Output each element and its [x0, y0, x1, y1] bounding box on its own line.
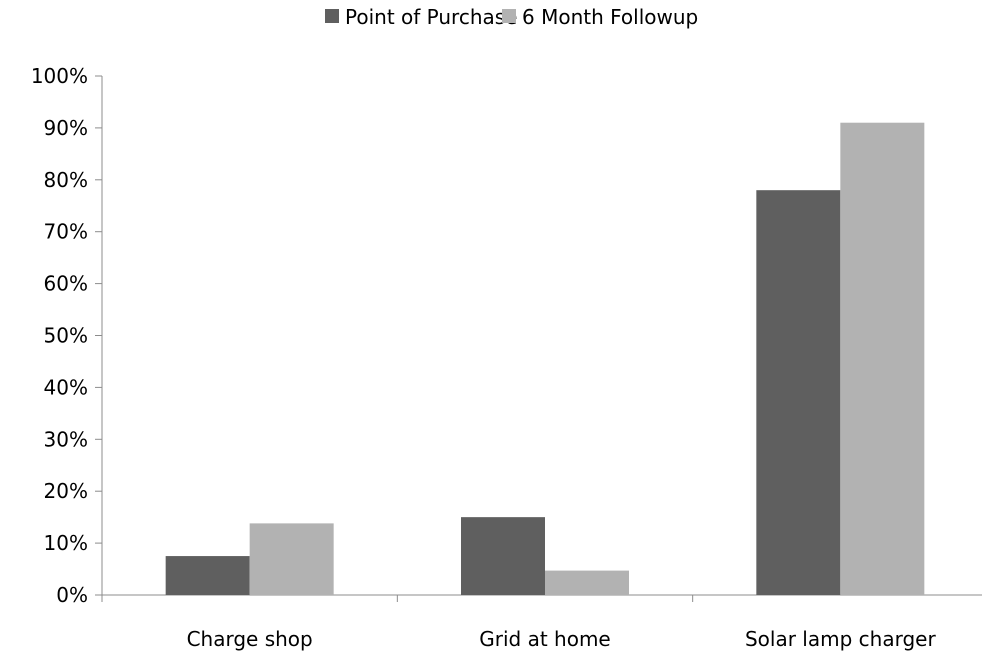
x-axis: Charge shop Grid at home Solar lamp charge…: [101, 594, 982, 651]
y-tick-label: 10%: [44, 531, 88, 555]
y-tick-label: 30%: [44, 427, 88, 451]
y-tick-label: 60%: [44, 272, 88, 296]
y-tick-label: 80%: [44, 168, 88, 192]
bar-point-of-purchase: [165, 556, 250, 595]
y-tick-label: 70%: [44, 220, 88, 244]
y-tick-label: 0%: [56, 583, 88, 607]
bar-6-month-followup: [840, 122, 925, 596]
y-axis: 0% 10% 20% 30% 40% 50% 60% 70% 80% 90% 100%: [31, 64, 103, 607]
bars: [165, 122, 925, 596]
y-tick-label: 90%: [44, 116, 88, 140]
legend-label: Point of Purchase: [345, 5, 517, 29]
legend-swatch: [502, 9, 516, 23]
legend: Point of Purchase 6 Month Followup: [325, 5, 698, 29]
y-tick-label: 100%: [31, 64, 88, 88]
x-category-label: Solar lamp charger: [745, 627, 936, 651]
y-tick-label: 20%: [44, 479, 88, 503]
legend-swatch: [325, 9, 339, 23]
y-tick-label: 50%: [44, 324, 88, 348]
bar-point-of-purchase: [756, 190, 841, 595]
bar-6-month-followup: [249, 523, 334, 595]
x-category-label: Charge shop: [187, 627, 313, 651]
legend-label: 6 Month Followup: [522, 5, 698, 29]
bar-6-month-followup: [545, 570, 629, 595]
x-category-label: Grid at home: [479, 627, 610, 651]
y-tick-label: 40%: [44, 375, 88, 399]
bar-point-of-purchase: [461, 517, 545, 595]
